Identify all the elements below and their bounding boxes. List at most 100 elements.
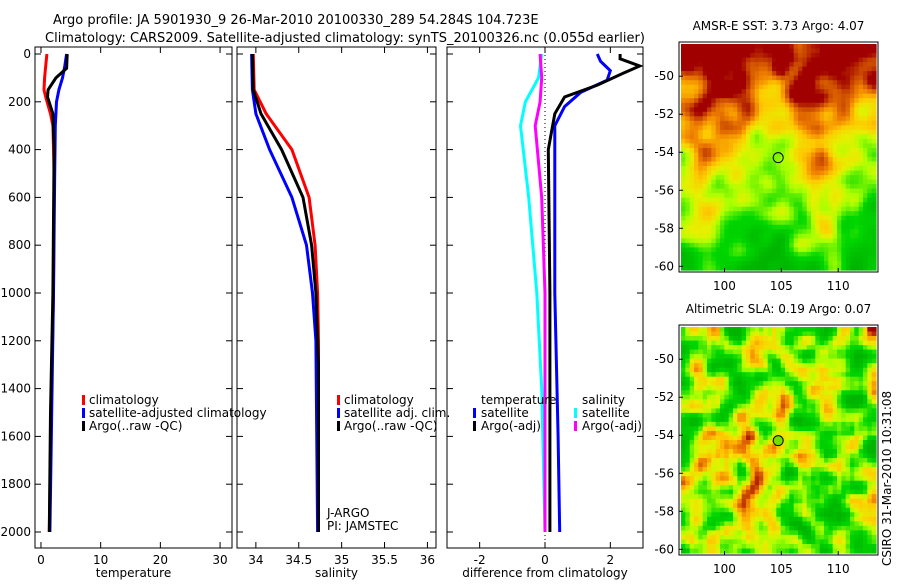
map-cell <box>681 340 686 346</box>
map-cell <box>871 440 877 446</box>
map-cell <box>750 170 756 176</box>
map-cell <box>733 435 738 441</box>
map-cell <box>798 120 803 126</box>
map-cell <box>776 129 782 135</box>
map-cell <box>737 489 743 495</box>
map-cell <box>854 544 860 550</box>
map-cell <box>689 138 695 144</box>
map-cell <box>724 462 730 468</box>
map-cell <box>759 229 764 235</box>
map-cell <box>845 539 851 545</box>
map-cell <box>871 220 877 226</box>
map-cell <box>698 125 704 131</box>
map-cell <box>845 440 851 446</box>
map-cell <box>741 129 747 135</box>
map-cell <box>759 458 764 464</box>
map-cell <box>802 53 808 59</box>
map-cell <box>815 408 821 414</box>
map-cell <box>746 548 751 554</box>
map-cell <box>689 503 695 509</box>
map-cell <box>841 188 847 194</box>
map-cell <box>824 80 829 86</box>
map-cell <box>845 247 851 253</box>
map-cell <box>746 390 751 396</box>
map-cell <box>845 453 851 459</box>
map-cell <box>767 435 773 441</box>
map-cell <box>871 62 877 68</box>
map-cell <box>733 345 738 351</box>
map-cell <box>763 503 769 509</box>
map-cell <box>711 408 717 414</box>
map-cell <box>776 462 782 468</box>
map-cell <box>741 157 747 163</box>
map-cell <box>837 80 842 86</box>
map-cell <box>841 125 847 131</box>
map-cell <box>802 390 808 396</box>
map-cell <box>772 129 777 135</box>
map-cell <box>728 53 734 59</box>
map-cell <box>837 453 842 459</box>
map-cell <box>689 184 695 190</box>
map-cell <box>681 534 686 540</box>
map-cell <box>733 525 738 531</box>
map-cell <box>815 431 821 437</box>
map-cell <box>828 539 834 545</box>
map-cell <box>785 80 790 86</box>
map-cell <box>854 206 860 212</box>
map-cell <box>802 340 808 346</box>
map-cell <box>837 340 842 346</box>
map-cell <box>733 399 738 405</box>
map-cell <box>785 403 790 409</box>
map-cell <box>728 143 734 149</box>
map-cell <box>819 408 825 414</box>
legend-swatch <box>82 395 85 405</box>
map-cell <box>845 98 851 104</box>
map-cell <box>746 489 751 495</box>
map-cell <box>754 152 760 158</box>
map-cell <box>867 412 873 418</box>
map-cell <box>845 251 851 257</box>
map-cell <box>841 417 847 423</box>
map-cell <box>746 247 751 253</box>
map-cell <box>871 358 877 364</box>
map-cell <box>789 175 795 181</box>
map-cell <box>798 89 803 95</box>
map-cell <box>854 188 860 194</box>
map-cell <box>698 489 704 495</box>
map-cell <box>694 152 699 158</box>
map-cell <box>772 467 777 473</box>
map-cell <box>750 534 756 540</box>
map-cell <box>763 444 769 450</box>
map-cell <box>715 80 721 86</box>
map-cell <box>837 412 842 418</box>
map-cell <box>871 390 877 396</box>
map-cell <box>702 376 708 382</box>
map-cell <box>728 403 734 409</box>
map-cell <box>754 157 760 163</box>
map-cell <box>767 44 773 50</box>
map-cell <box>707 197 712 203</box>
map-cell <box>858 129 864 135</box>
map-cell <box>685 331 691 337</box>
map-cell <box>798 215 803 221</box>
map-cell <box>772 381 777 387</box>
map-cell <box>750 512 756 518</box>
map-cell <box>728 327 734 333</box>
map-cell <box>754 403 760 409</box>
map-cell <box>698 539 704 545</box>
map-cell <box>707 166 712 172</box>
map-cell <box>689 467 695 473</box>
map-cell <box>767 215 773 221</box>
map-cell <box>741 485 747 491</box>
map-cell <box>871 435 877 441</box>
map-cell <box>750 435 756 441</box>
map-cell <box>793 93 799 99</box>
map-cell <box>824 444 829 450</box>
map-cell <box>798 175 803 181</box>
map-cell <box>802 485 808 491</box>
map-cell <box>733 498 738 504</box>
map-cell <box>837 229 842 235</box>
map-cell <box>698 485 704 491</box>
